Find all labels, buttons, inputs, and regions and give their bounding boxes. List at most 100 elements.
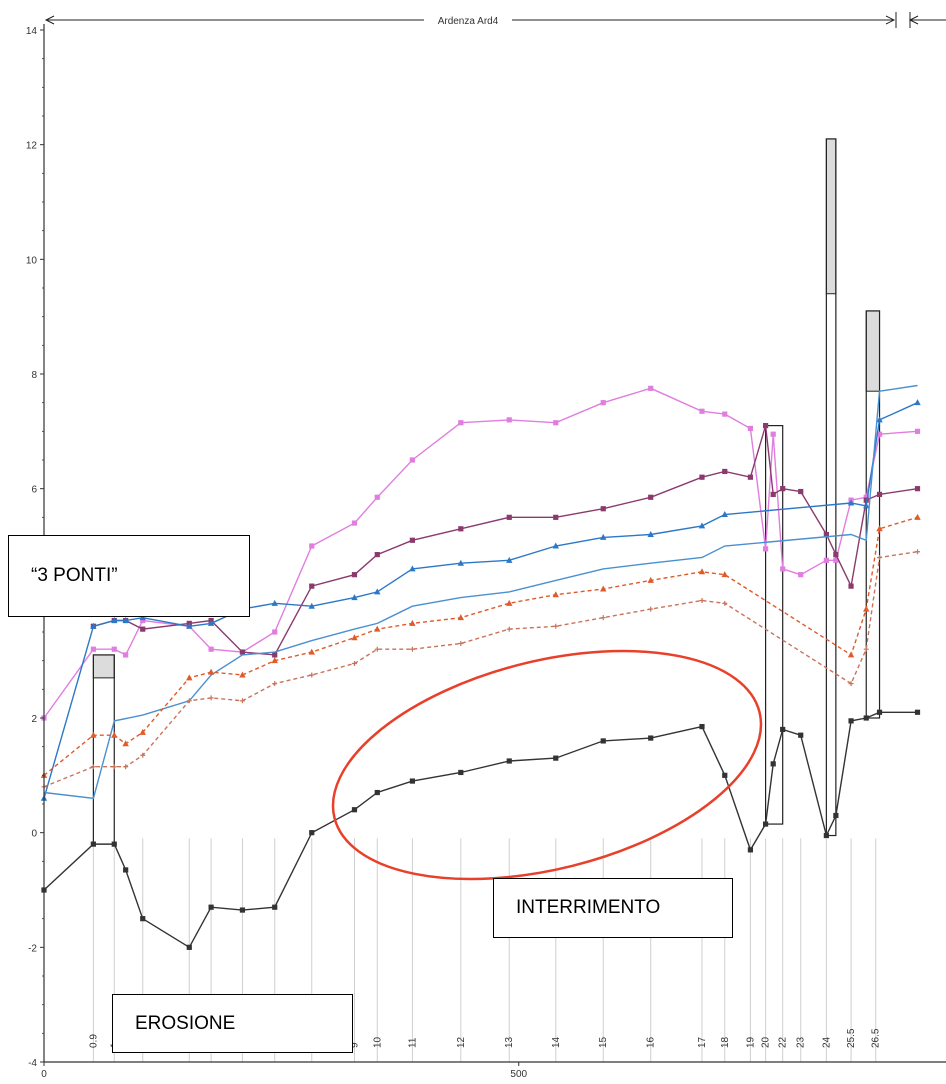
series-3-point xyxy=(763,423,769,429)
series-1-point xyxy=(458,769,464,776)
series-2-point xyxy=(374,494,380,500)
series-2-point xyxy=(876,431,883,437)
series-7-point xyxy=(648,606,654,612)
x-tick-label: 0 xyxy=(41,1069,47,1080)
y-tick-label: 0 xyxy=(31,829,37,840)
series-7-point xyxy=(915,549,921,555)
series-6-point xyxy=(207,668,215,675)
y-tick-label: 6 xyxy=(31,485,37,496)
series-2-point xyxy=(863,494,869,500)
section-label: 14 xyxy=(551,1036,562,1048)
section-label: 12 xyxy=(456,1036,467,1048)
series-6-point xyxy=(876,525,883,532)
series-1-point xyxy=(770,761,776,767)
series-2-point xyxy=(458,420,464,426)
series-6-point xyxy=(647,576,654,583)
series-4-point xyxy=(457,559,465,566)
series-4-point xyxy=(647,531,654,538)
series-1-point xyxy=(111,841,117,847)
series-1-point xyxy=(648,735,654,741)
series-4-point xyxy=(863,502,870,509)
series-2-point xyxy=(409,457,415,463)
bridge-deck xyxy=(825,138,837,295)
series-3-point xyxy=(747,474,754,480)
series-6-point xyxy=(111,731,118,738)
y-tick-label: 12 xyxy=(26,141,38,152)
x-tick-label: 500 xyxy=(510,1069,527,1080)
series-3-point xyxy=(239,649,246,655)
section-label: 11 xyxy=(407,1037,418,1048)
series-1-point xyxy=(186,944,192,950)
series-4-point xyxy=(552,542,559,549)
series-6-point xyxy=(863,605,870,612)
series-7-point xyxy=(123,764,129,770)
reach-arrow-left-icon xyxy=(44,15,55,25)
series-1-point xyxy=(506,758,512,764)
annotation-erosione-text: EROSIONE xyxy=(135,1012,236,1034)
series-4-point xyxy=(351,594,358,601)
series-4-point xyxy=(506,556,513,563)
section-label: 10 xyxy=(372,1036,383,1048)
series-6-point xyxy=(506,599,513,606)
series-4-point xyxy=(914,399,921,406)
highlight-ellipse xyxy=(331,649,763,881)
series-3-point xyxy=(863,497,869,503)
series-2-point xyxy=(208,646,214,652)
series-2-point xyxy=(780,566,786,572)
section-label: 17 xyxy=(697,1036,708,1048)
series-2-point xyxy=(770,431,776,437)
y-tick-label: 2 xyxy=(31,714,37,725)
y-tick-label: 14 xyxy=(26,26,38,37)
series-3-point xyxy=(600,506,606,512)
series-4-point xyxy=(600,533,607,540)
series-1-point xyxy=(763,821,769,827)
series-6-point xyxy=(914,513,921,520)
y-tick-label: -4 xyxy=(28,1058,37,1069)
series-7-point xyxy=(208,695,214,701)
series-1-point xyxy=(239,907,246,913)
series-7-point xyxy=(506,626,512,632)
series-3-point xyxy=(458,526,464,532)
series-3-point xyxy=(780,486,786,492)
series-6-point xyxy=(239,671,246,678)
section-label: 16 xyxy=(646,1036,657,1048)
series-7-point xyxy=(351,661,357,667)
series-7-point xyxy=(848,681,854,687)
series-4-point xyxy=(186,622,193,629)
series-6-point xyxy=(600,585,607,592)
series-1-point xyxy=(208,904,214,910)
series-7-point xyxy=(458,640,464,646)
series-1-point xyxy=(140,916,146,922)
series-3-point xyxy=(848,583,854,589)
bridge-outline xyxy=(865,310,881,719)
annotation-tre-ponti-text: “3 PONTI” xyxy=(31,565,118,586)
series-6-point xyxy=(351,634,358,641)
bridge-outlines xyxy=(92,138,881,845)
section-label: 25.5 xyxy=(846,1028,857,1048)
series-3-point xyxy=(770,491,776,497)
series-3-point xyxy=(553,514,559,520)
series-7-point xyxy=(111,764,117,770)
series-1-point xyxy=(351,807,358,813)
series-4-point xyxy=(308,602,315,609)
series-1-point xyxy=(272,904,278,910)
y-tick-label: -2 xyxy=(28,943,37,954)
series-7-point xyxy=(600,615,606,621)
series-7-point xyxy=(374,646,380,652)
series-3-point xyxy=(506,514,512,520)
series-3-point xyxy=(272,652,278,658)
series-6-point xyxy=(186,674,193,681)
series-3-point xyxy=(648,494,654,500)
series-2-point xyxy=(506,417,512,423)
reach-header: Ardenza Ard4 xyxy=(44,12,946,28)
series-1-point xyxy=(722,772,728,778)
section-label: 13 xyxy=(504,1036,515,1048)
series-2-point xyxy=(111,646,117,652)
series-4-point xyxy=(207,619,215,626)
series-3-point xyxy=(309,583,315,589)
reach-arrow-right-icon xyxy=(885,15,896,25)
series-4-point xyxy=(271,599,278,606)
section-label: 20 xyxy=(761,1036,772,1048)
series-7-point xyxy=(186,698,192,704)
series-7-point xyxy=(409,646,415,652)
